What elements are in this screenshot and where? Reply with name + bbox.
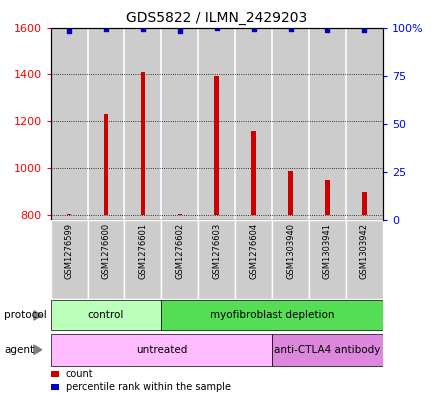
Bar xyxy=(235,28,272,220)
Bar xyxy=(51,384,59,390)
Point xyxy=(176,28,183,35)
Bar xyxy=(178,214,182,215)
Point xyxy=(139,26,147,33)
Bar xyxy=(325,180,330,215)
Bar xyxy=(198,28,235,220)
Text: control: control xyxy=(88,310,124,320)
Bar xyxy=(51,220,88,299)
Text: GSM1276600: GSM1276600 xyxy=(102,223,110,279)
Bar xyxy=(346,220,383,299)
Bar xyxy=(51,28,88,220)
Bar xyxy=(346,28,383,220)
Bar xyxy=(104,114,108,215)
Text: myofibroblast depletion: myofibroblast depletion xyxy=(210,310,334,320)
Polygon shape xyxy=(34,345,42,354)
Bar xyxy=(125,28,161,220)
Text: percentile rank within the sample: percentile rank within the sample xyxy=(66,382,231,392)
Bar xyxy=(198,220,235,299)
Bar xyxy=(161,28,198,220)
Text: GSM1303940: GSM1303940 xyxy=(286,223,295,279)
Bar xyxy=(141,72,145,215)
Text: GSM1276604: GSM1276604 xyxy=(249,223,258,279)
Bar xyxy=(235,220,272,299)
Text: GSM1276603: GSM1276603 xyxy=(212,223,221,279)
Bar xyxy=(161,220,198,299)
Text: GSM1276599: GSM1276599 xyxy=(65,223,73,279)
Bar xyxy=(288,171,293,215)
Bar xyxy=(88,220,125,299)
Bar xyxy=(51,334,272,365)
Bar xyxy=(161,300,383,331)
Bar xyxy=(214,75,219,215)
Point xyxy=(324,27,331,33)
Point xyxy=(66,28,73,35)
Point xyxy=(250,26,257,33)
Text: protocol: protocol xyxy=(4,310,47,320)
Bar xyxy=(272,220,309,299)
Bar xyxy=(309,28,346,220)
Bar xyxy=(272,28,309,220)
Text: GSM1303942: GSM1303942 xyxy=(360,223,369,279)
Text: anti-CTLA4 antibody: anti-CTLA4 antibody xyxy=(274,345,381,355)
Text: GSM1276602: GSM1276602 xyxy=(175,223,184,279)
Bar xyxy=(88,28,125,220)
Text: untreated: untreated xyxy=(136,345,187,355)
Bar xyxy=(51,371,59,377)
Point xyxy=(103,26,110,33)
Title: GDS5822 / ILMN_2429203: GDS5822 / ILMN_2429203 xyxy=(126,11,307,25)
Point xyxy=(287,26,294,33)
Bar xyxy=(251,131,256,215)
Bar xyxy=(51,300,161,331)
Text: agent: agent xyxy=(4,345,34,355)
Point xyxy=(213,25,220,31)
Bar xyxy=(309,220,346,299)
Text: GSM1303941: GSM1303941 xyxy=(323,223,332,279)
Bar xyxy=(125,220,161,299)
Text: GSM1276601: GSM1276601 xyxy=(138,223,147,279)
Bar xyxy=(67,214,71,215)
Bar xyxy=(272,334,383,365)
Point xyxy=(361,27,368,33)
Bar xyxy=(362,192,367,215)
Polygon shape xyxy=(34,310,42,320)
Text: count: count xyxy=(66,369,93,379)
